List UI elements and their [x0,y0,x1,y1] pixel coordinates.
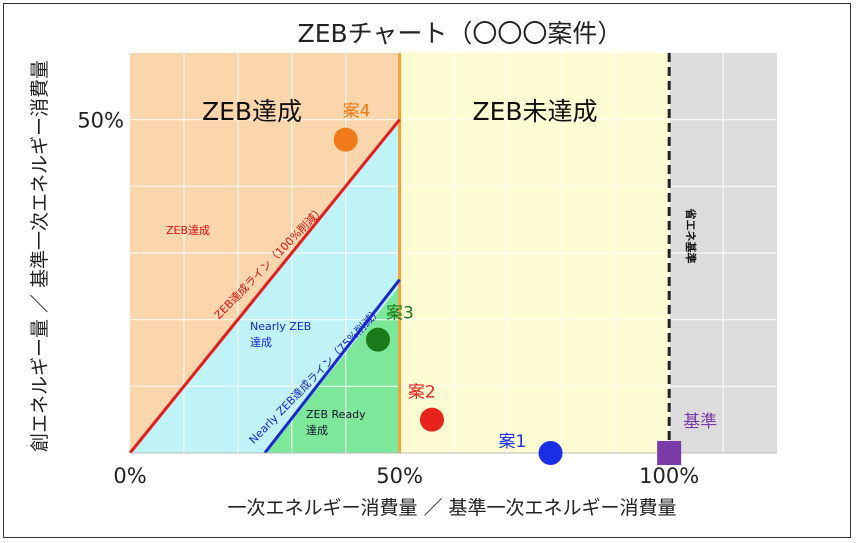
region-label-zeb-ready: ZEB Ready [306,408,366,421]
point-label-1: 案3 [386,304,414,324]
y-tick-label-0: 50% [77,109,124,133]
x-axis-label: 一次エネルギー消費量 ／ 基準一次エネルギー消費量 [227,497,676,519]
region-label-zeb-ready-sub: 達成 [306,424,328,437]
point-label-3: 案1 [499,432,527,452]
x-tick-label-2: 100% [639,464,699,488]
region-label-zeb-small: ZEB達成 [166,224,210,237]
region-label-energy-saving: 省エネ基準 [684,208,698,264]
point-label-0: 案4 [343,102,371,122]
chart-title: ZEBチャート（〇〇〇案件） [298,19,623,48]
region-label-zeb-achieved: ZEB達成 [202,97,302,126]
point-marker-3 [538,441,563,465]
point-marker-1 [366,327,391,352]
y-axis-label: 創エネルギー量 ／ 基準一次エネルギー消費量 [29,60,51,452]
point-label-2: 案2 [408,383,436,403]
point-label-4: 基準 [683,412,717,432]
zeb-achievement-line [128,118,401,454]
region-label-zeb-not-achieved: ZEB未達成 [472,97,597,126]
point-marker-0 [333,127,358,152]
region-label-nearly-zeb-sub: 達成 [250,336,272,349]
x-tick-label-0: 0% [113,464,146,488]
region-label-nearly-zeb: Nearly ZEB [250,320,311,333]
x-tick-label-1: 50% [376,464,423,488]
nearly-zeb-line [263,278,401,454]
point-marker-4 [657,441,682,465]
point-marker-2 [419,407,444,432]
